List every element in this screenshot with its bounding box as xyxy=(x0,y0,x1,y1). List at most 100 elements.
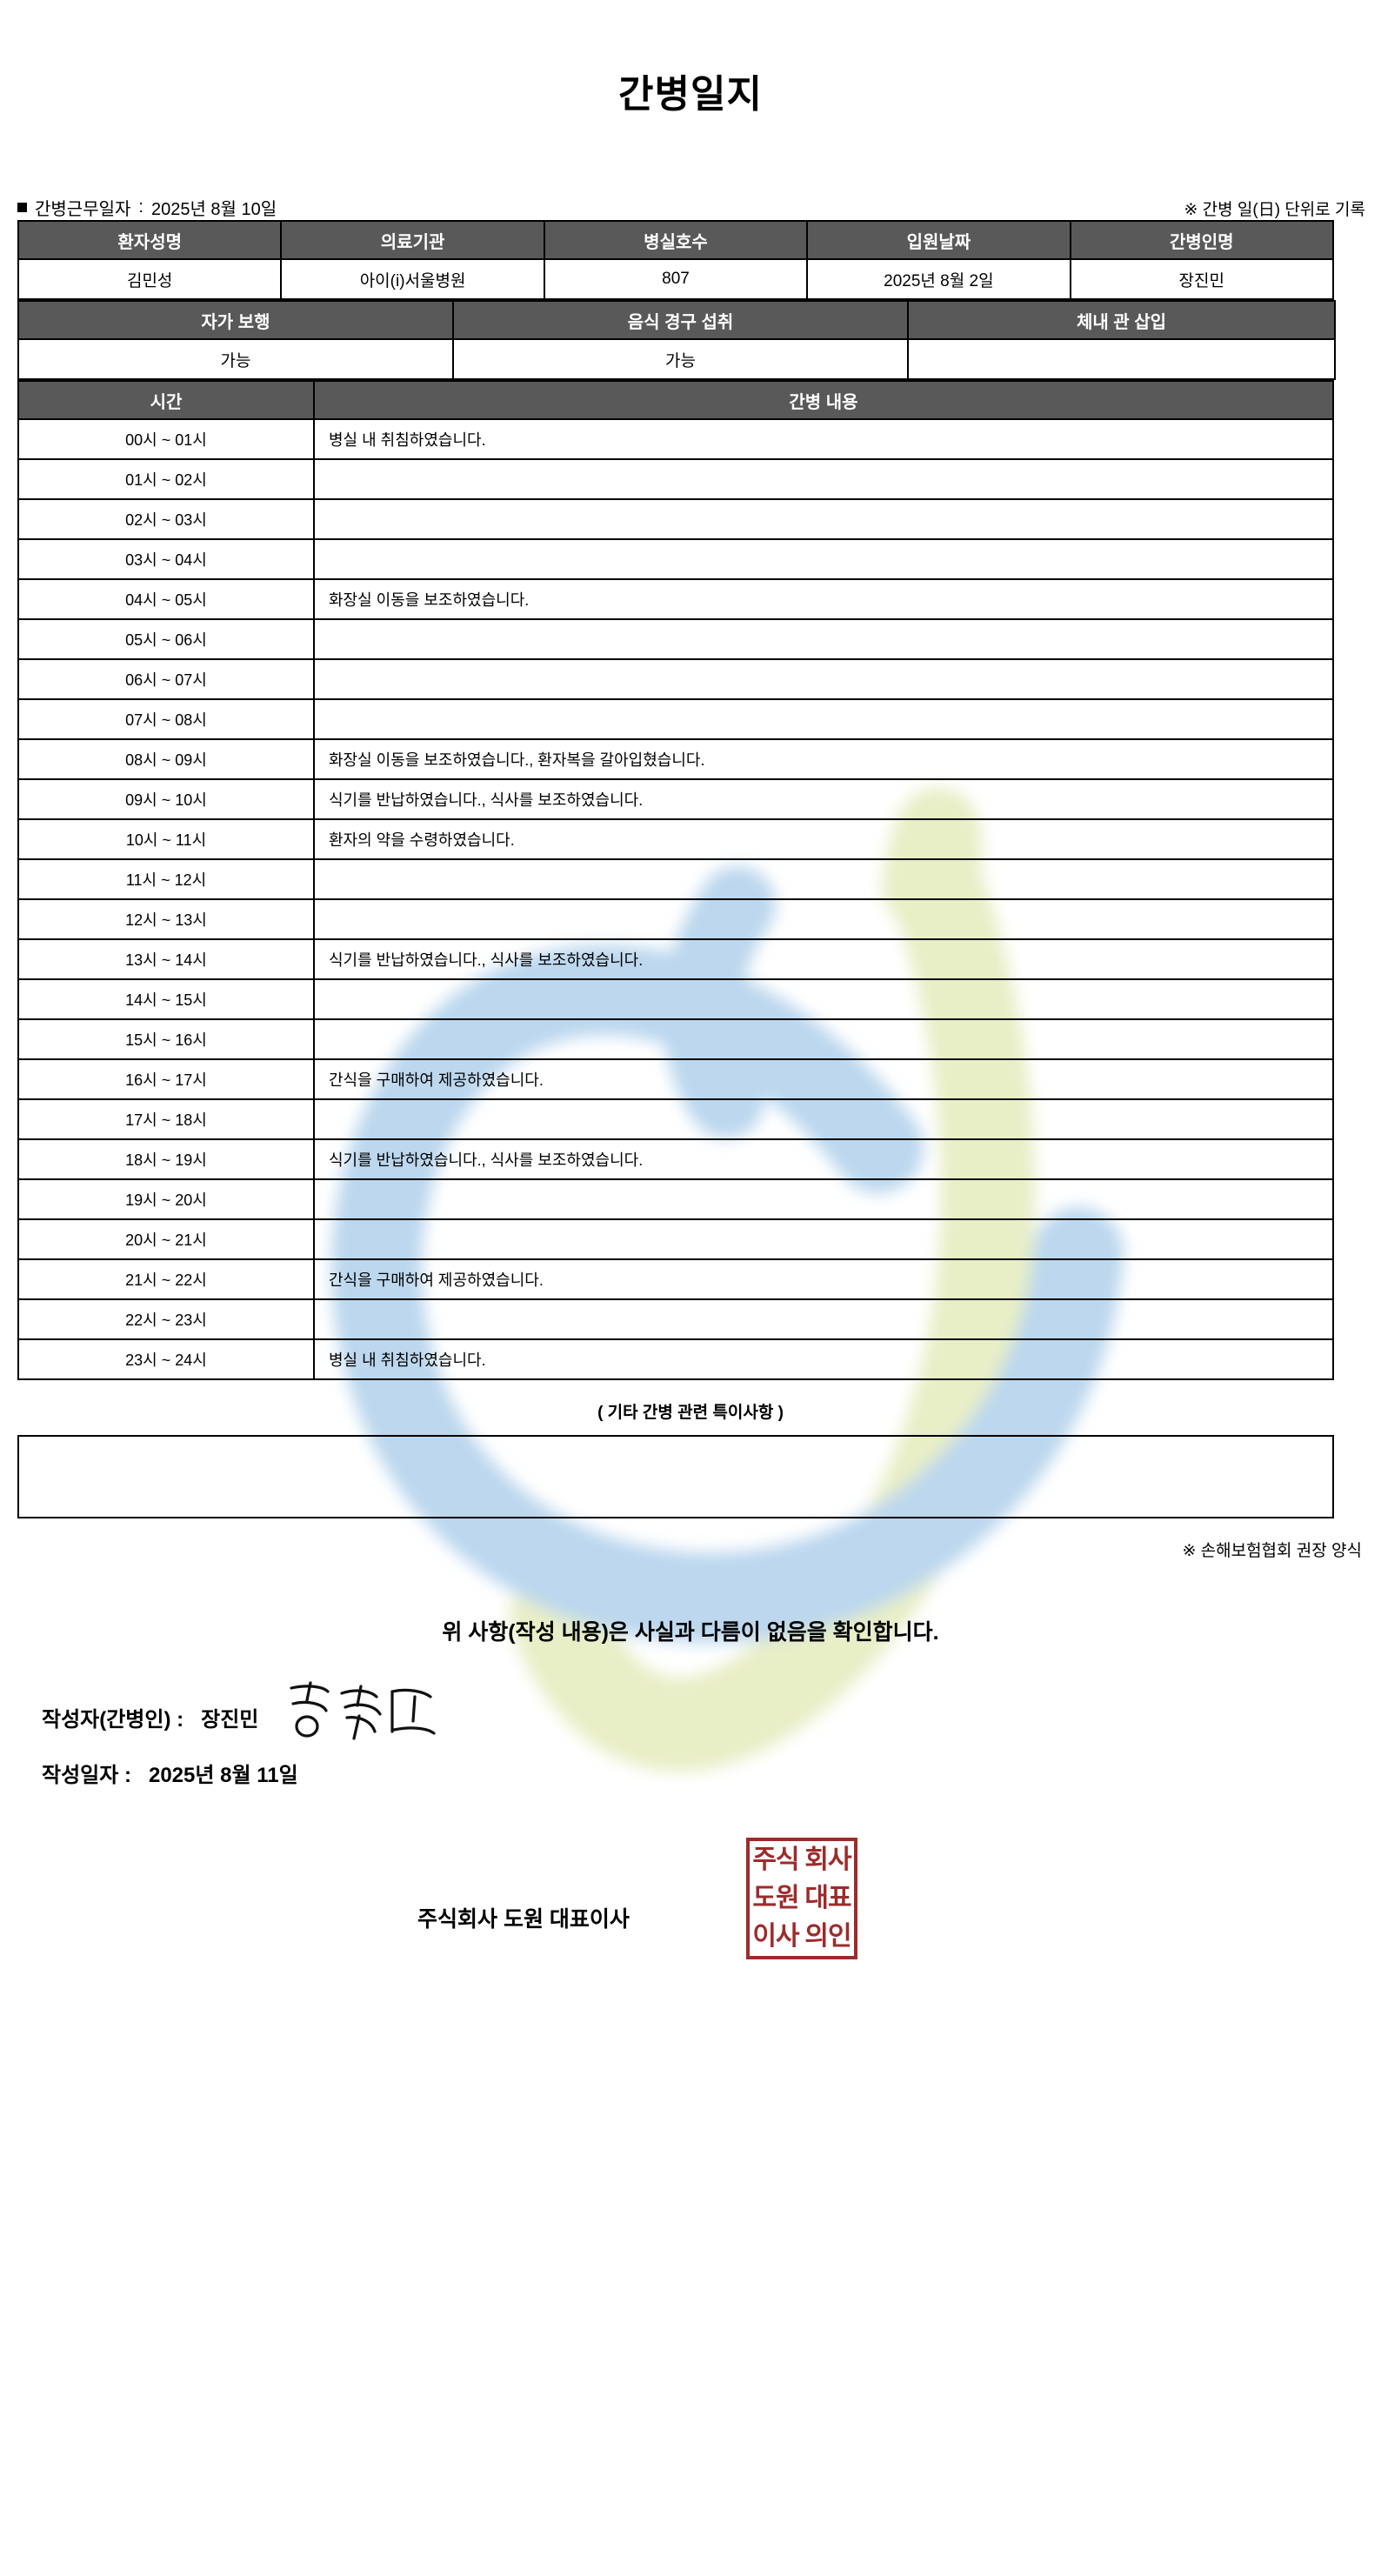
log-content-cell[interactable] xyxy=(313,698,1334,740)
table-row: 김민성 아이(i)서울병원 807 2025년 8월 2일 장진민 xyxy=(17,258,1335,300)
log-content-cell[interactable] xyxy=(313,1098,1334,1140)
log-content-cell[interactable]: 환자의 약을 수령하였습니다. xyxy=(313,818,1334,860)
bullet-square-icon xyxy=(17,203,27,212)
log-time-cell: 12시 ~ 13시 xyxy=(17,898,315,940)
table-row: 15시 ~ 16시 xyxy=(17,1018,1334,1060)
log-content-cell[interactable] xyxy=(313,898,1334,940)
log-content-cell[interactable]: 화장실 이동을 보조하였습니다., 환자복을 갈아입혔습니다. xyxy=(313,738,1334,780)
stamp-cell-3: 대표 xyxy=(804,1884,851,1912)
author-value: 장진민 xyxy=(201,1707,259,1732)
log-time-cell: 05시 ~ 06시 xyxy=(17,618,315,660)
log-time-cell: 10시 ~ 11시 xyxy=(17,818,315,860)
work-date-label: 간병근무일자 xyxy=(35,200,131,219)
log-time-cell: 14시 ~ 15시 xyxy=(17,978,315,1020)
info-value-patient-name: 김민성 xyxy=(17,258,283,300)
condition-header-oral-intake: 음식 경구 섭취 xyxy=(452,300,909,340)
patient-info-table: 환자성명 의료기관 병실호수 입원날짜 간병인명 김민성 아이(i)서울병원 8… xyxy=(17,220,1335,300)
stamp-cell-0: 주식 xyxy=(752,1845,799,1874)
work-date-line: 간병근무일자 : 2025년 8월 10일 xyxy=(17,195,277,220)
log-time-cell: 16시 ~ 17시 xyxy=(17,1058,315,1100)
table-row: 20시 ~ 21시 xyxy=(17,1218,1334,1260)
info-header-caregiver-name: 간병인명 xyxy=(1069,220,1335,260)
log-time-cell: 01시 ~ 02시 xyxy=(17,458,315,500)
log-time-cell: 07시 ~ 08시 xyxy=(17,698,315,740)
log-time-cell: 13시 ~ 14시 xyxy=(17,938,315,980)
log-content-cell[interactable] xyxy=(313,538,1334,580)
signature-block: 작성자(간병인) : 장진민 xyxy=(0,1680,1381,1796)
log-content-cell[interactable] xyxy=(313,458,1334,500)
company-row: 주식회사 도원 대표이사 주식 회사 도원 대표 이사 의인 xyxy=(0,1838,1381,1977)
company-seal-stamp: 주식 회사 도원 대표 이사 의인 xyxy=(746,1838,857,1959)
log-content-cell[interactable]: 화장실 이동을 보조하였습니다. xyxy=(313,578,1334,620)
log-content-cell[interactable]: 병실 내 취침하였습니다. xyxy=(313,418,1334,460)
table-header-row: 시간 간병 내용 xyxy=(17,380,1334,420)
condition-value-tube-insertion xyxy=(907,338,1336,380)
log-content-cell[interactable] xyxy=(313,858,1334,900)
table-row: 14시 ~ 15시 xyxy=(17,978,1334,1020)
remarks-title: ( 기타 간병 관련 특이사항 ) xyxy=(597,1404,784,1422)
table-row: 가능 가능 xyxy=(17,338,1336,380)
log-time-cell: 15시 ~ 16시 xyxy=(17,1018,315,1060)
log-time-cell: 22시 ~ 23시 xyxy=(17,1298,315,1340)
author-row: 작성자(간병인) : 장진민 xyxy=(42,1680,1381,1740)
info-header-hospital: 의료기관 xyxy=(280,220,545,260)
log-content-cell[interactable]: 간식을 구매하여 제공하였습니다. xyxy=(313,1258,1334,1300)
log-content-cell[interactable] xyxy=(313,498,1334,540)
log-header-content: 간병 내용 xyxy=(313,380,1334,420)
log-content-cell[interactable] xyxy=(313,978,1334,1020)
table-row: 13시 ~ 14시 식기를 반납하였습니다., 식사를 보조하였습니다. xyxy=(17,938,1334,980)
table-row: 01시 ~ 02시 xyxy=(17,458,1334,500)
log-time-cell: 19시 ~ 20시 xyxy=(17,1178,315,1220)
unit-note: ※ 간병 일(日) 단위로 기록 xyxy=(1184,201,1365,219)
log-content-cell[interactable] xyxy=(313,618,1334,660)
table-row: 19시 ~ 20시 xyxy=(17,1178,1334,1220)
log-time-cell: 03시 ~ 04시 xyxy=(17,538,315,580)
table-header-row: 환자성명 의료기관 병실호수 입원날짜 간병인명 xyxy=(17,220,1335,260)
table-row: 17시 ~ 18시 xyxy=(17,1098,1334,1140)
table-row: 02시 ~ 03시 xyxy=(17,498,1334,540)
log-time-cell: 02시 ~ 03시 xyxy=(17,498,315,540)
table-row: 16시 ~ 17시 간식을 구매하여 제공하였습니다. xyxy=(17,1058,1334,1100)
log-time-cell: 11시 ~ 12시 xyxy=(17,858,315,900)
condition-value-oral-intake: 가능 xyxy=(452,338,909,380)
condition-header-tube-insertion: 체내 관 삽입 xyxy=(907,300,1336,340)
company-name: 주식회사 도원 대표이사 xyxy=(417,1907,630,1932)
log-time-cell: 18시 ~ 19시 xyxy=(17,1138,315,1180)
log-content-cell[interactable]: 식기를 반납하였습니다., 식사를 보조하였습니다. xyxy=(313,1138,1334,1180)
info-value-hospital: 아이(i)서울병원 xyxy=(280,258,545,300)
info-header-admission-date: 입원날짜 xyxy=(806,220,1071,260)
log-time-cell: 23시 ~ 24시 xyxy=(17,1338,315,1380)
stamp-cell-1: 회사 xyxy=(804,1845,851,1874)
table-header-row: 자가 보행 음식 경구 섭취 체내 관 삽입 xyxy=(17,300,1336,340)
log-content-cell[interactable] xyxy=(313,1298,1334,1340)
remarks-box[interactable] xyxy=(17,1435,1334,1518)
table-row: 07시 ~ 08시 xyxy=(17,698,1334,740)
table-row: 21시 ~ 22시 간식을 구매하여 제공하였습니다. xyxy=(17,1258,1334,1300)
table-row: 22시 ~ 23시 xyxy=(17,1298,1334,1340)
table-row: 03시 ~ 04시 xyxy=(17,538,1334,580)
log-content-cell[interactable] xyxy=(313,658,1334,700)
write-date-value: 2025년 8월 11일 xyxy=(148,1763,298,1787)
log-content-cell[interactable] xyxy=(313,1218,1334,1260)
table-row: 18시 ~ 19시 식기를 반납하였습니다., 식사를 보조하였습니다. xyxy=(17,1138,1334,1180)
log-content-cell[interactable]: 간식을 구매하여 제공하였습니다. xyxy=(313,1058,1334,1100)
date-row: 작성일자 : 2025년 8월 11일 xyxy=(42,1749,1381,1796)
stamp-cell-5: 의인 xyxy=(804,1922,851,1951)
table-row: 00시 ~ 01시 병실 내 취침하였습니다. xyxy=(17,418,1334,460)
table-row: 11시 ~ 12시 xyxy=(17,858,1334,900)
page-title: 간병일지 xyxy=(618,73,763,116)
log-content-cell[interactable] xyxy=(313,1018,1334,1060)
log-content-cell[interactable]: 식기를 반납하였습니다., 식사를 보조하였습니다. xyxy=(313,938,1334,980)
stamp-cell-4: 이사 xyxy=(752,1922,799,1951)
log-content-cell[interactable] xyxy=(313,1178,1334,1220)
table-row: 05시 ~ 06시 xyxy=(17,618,1334,660)
info-value-room-number: 807 xyxy=(543,258,809,300)
log-time-cell: 00시 ~ 01시 xyxy=(17,418,315,460)
handwritten-signature xyxy=(284,1678,450,1750)
log-content-cell[interactable]: 식기를 반납하였습니다., 식사를 보조하였습니다. xyxy=(313,778,1334,820)
log-content-cell[interactable]: 병실 내 취침하였습니다. xyxy=(313,1338,1334,1380)
condition-value-self-ambulation: 가능 xyxy=(17,338,454,380)
work-date-separator: : xyxy=(138,197,143,217)
write-date-label: 작성일자 : xyxy=(42,1763,131,1787)
log-time-cell: 21시 ~ 22시 xyxy=(17,1258,315,1300)
